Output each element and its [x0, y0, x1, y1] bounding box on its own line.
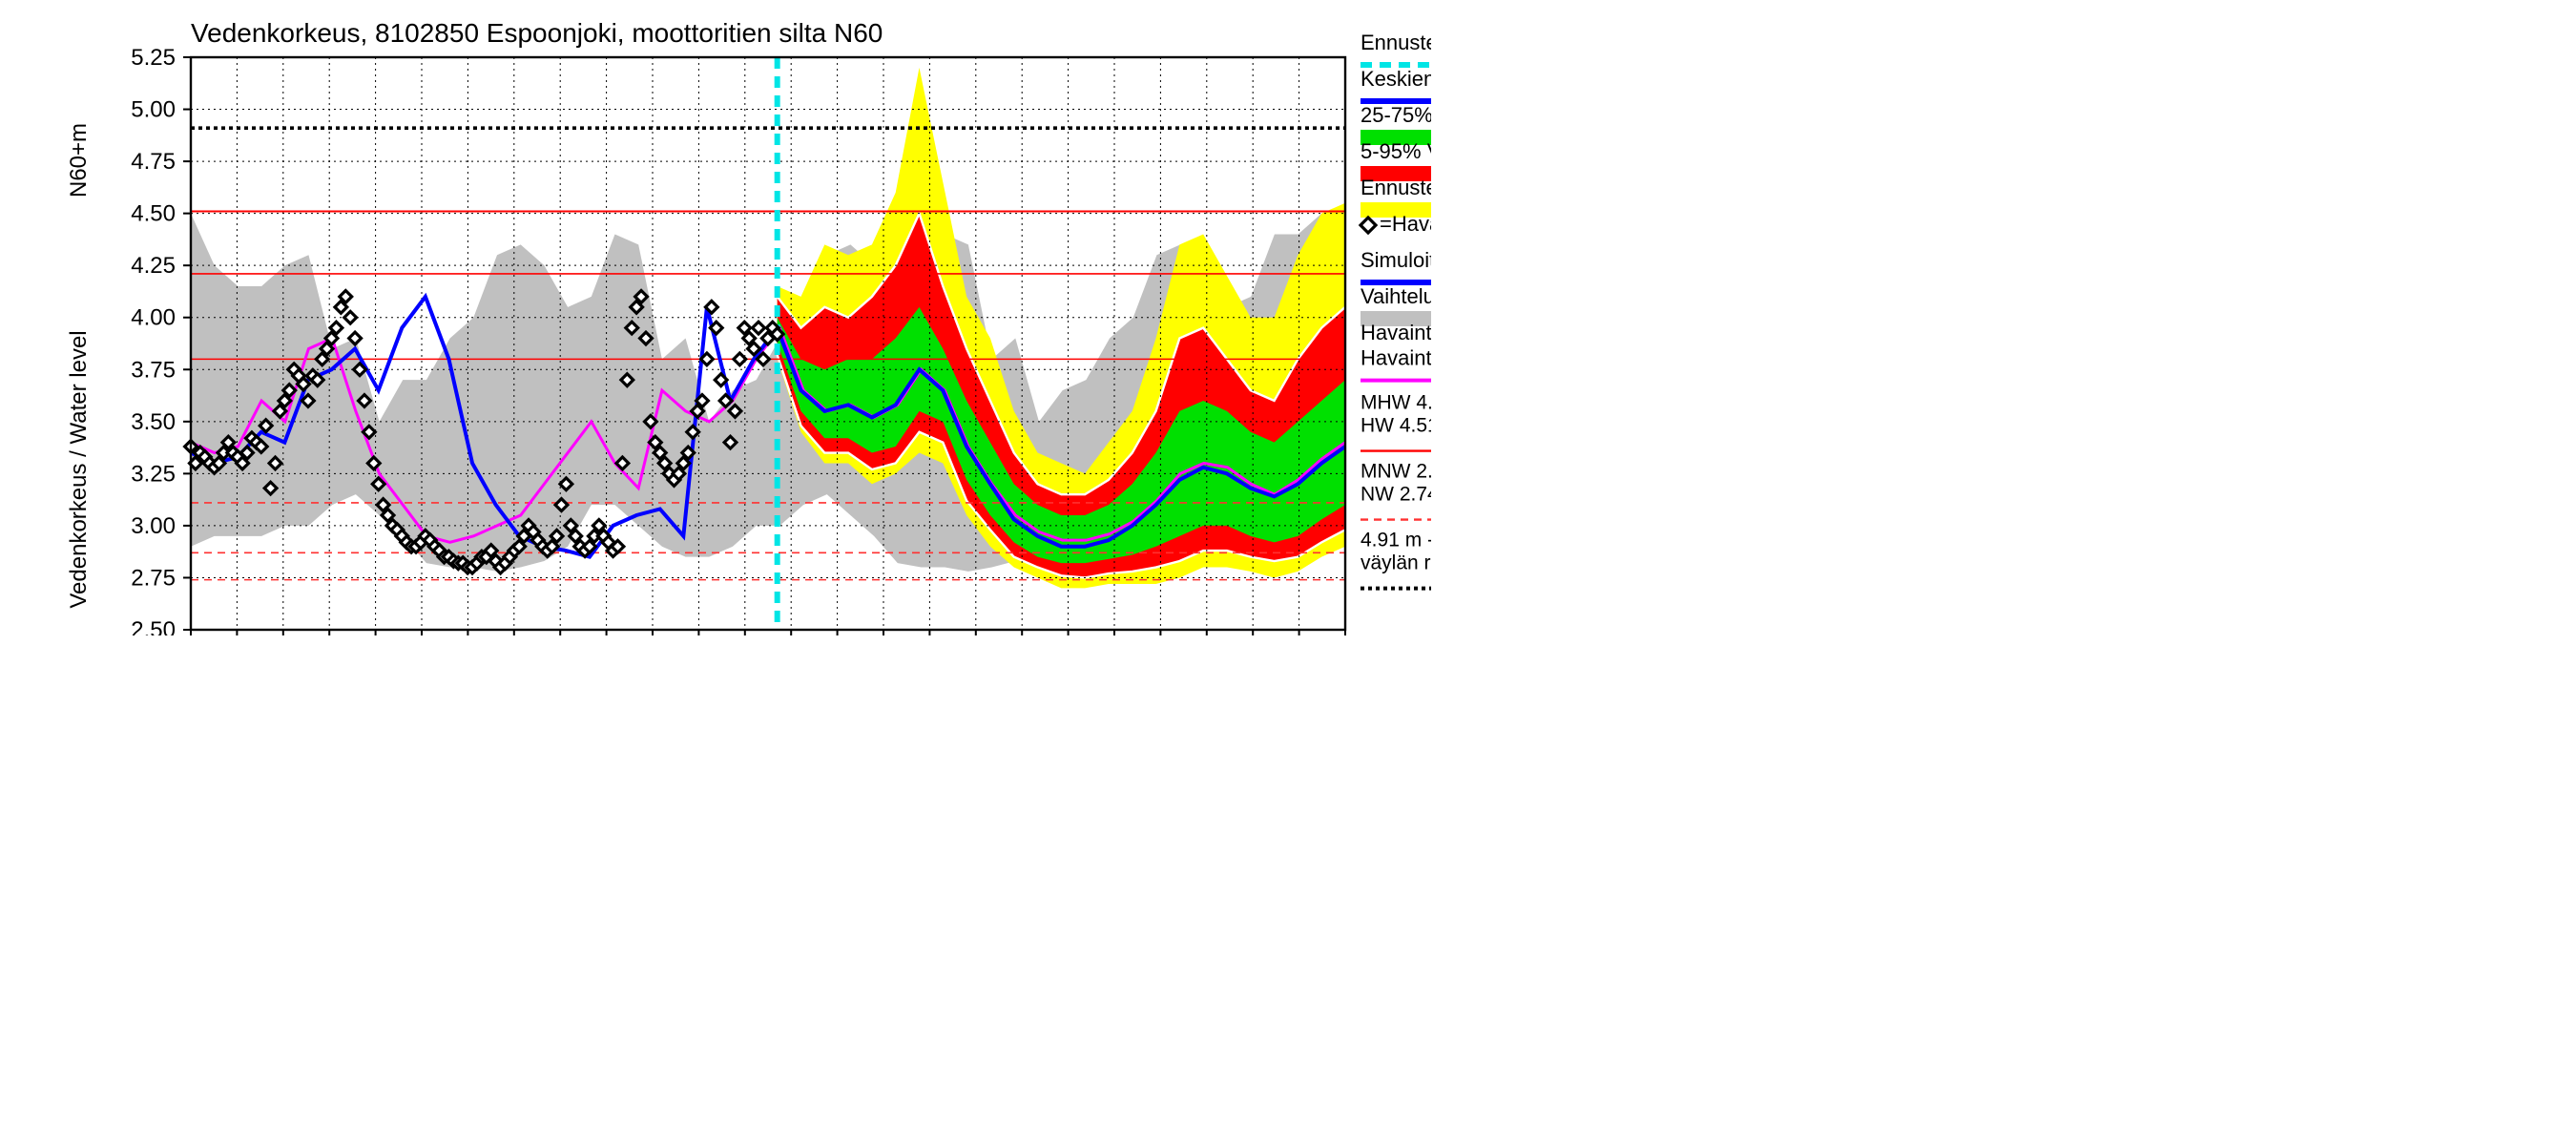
y-tick-label: 4.25: [131, 253, 176, 279]
y-tick-label: 2.50: [131, 617, 176, 635]
y-tick-label: 3.50: [131, 409, 176, 435]
legend-stat-text: HW 4.51 m 19.12.2019: [1361, 415, 1431, 437]
legend-label-observed: =Havaittu 8102850: [1380, 212, 1431, 236]
y-tick-label: 4.50: [131, 201, 176, 227]
chart-title: Vedenkorkeus, 8102850 Espoonjoki, mootto…: [191, 18, 883, 48]
legend-label-hist_range: Vaihteluväli 2013-2023: [1361, 284, 1431, 308]
legend-stat-text: väylän reunoilla: [1361, 552, 1431, 574]
legend-label-mean_forecast: Keskiennuste: [1361, 67, 1431, 91]
chart-svg: 2.50 2.75 3.00 3.25 3.50 3.75 4.00 4.25 4.50 4.75…: [0, 0, 1431, 635]
legend-label-p25_75: 25-75% Vaihteluväli: [1361, 103, 1431, 127]
legend-label-forecast_start: Ennusteen alku: [1361, 31, 1431, 54]
legend-stat-text: 4.91 m - Vesi Turun-: [1361, 530, 1431, 552]
y-tick-label: 5.25: [131, 45, 176, 71]
chart-container: 2.50 2.75 3.00 3.25 3.50 3.75 4.00 4.25 4.50 4.75…: [0, 0, 1431, 635]
y-tick-label: 3.25: [131, 461, 176, 487]
y-tick-label: 5.00: [131, 97, 176, 123]
legend-label-median: Havaintojen mediaani: [1361, 346, 1431, 370]
legend-label-p5_95: 5-95% Vaihteluväli: [1361, 139, 1431, 163]
y-axis-label-1: Vedenkorkeus / Water level: [66, 330, 92, 608]
y-tick-label: 4.75: [131, 149, 176, 175]
y-tick-label: 3.75: [131, 357, 176, 383]
legend-stat-text: MHW 4.21 NHW 3.80: [1361, 392, 1431, 414]
y-tick-label: 2.75: [131, 565, 176, 591]
legend-label-sim_history: Simuloitu historia: [1361, 248, 1431, 272]
y-tick-label: 4.00: [131, 305, 176, 331]
legend-stat-text: MNW 2.87 HNW 3.11: [1361, 461, 1431, 483]
y-axis-label-2: N60+m: [66, 123, 92, 198]
y-tick-label: 3.00: [131, 513, 176, 539]
legend-label-hist_station: Havaintoasema 8102850: [1361, 321, 1431, 344]
legend-label-full_range: Ennusteen vaihteluväli: [1361, 176, 1431, 199]
legend-stat-text: NW 2.74 m 17.10.2013: [1361, 484, 1431, 506]
